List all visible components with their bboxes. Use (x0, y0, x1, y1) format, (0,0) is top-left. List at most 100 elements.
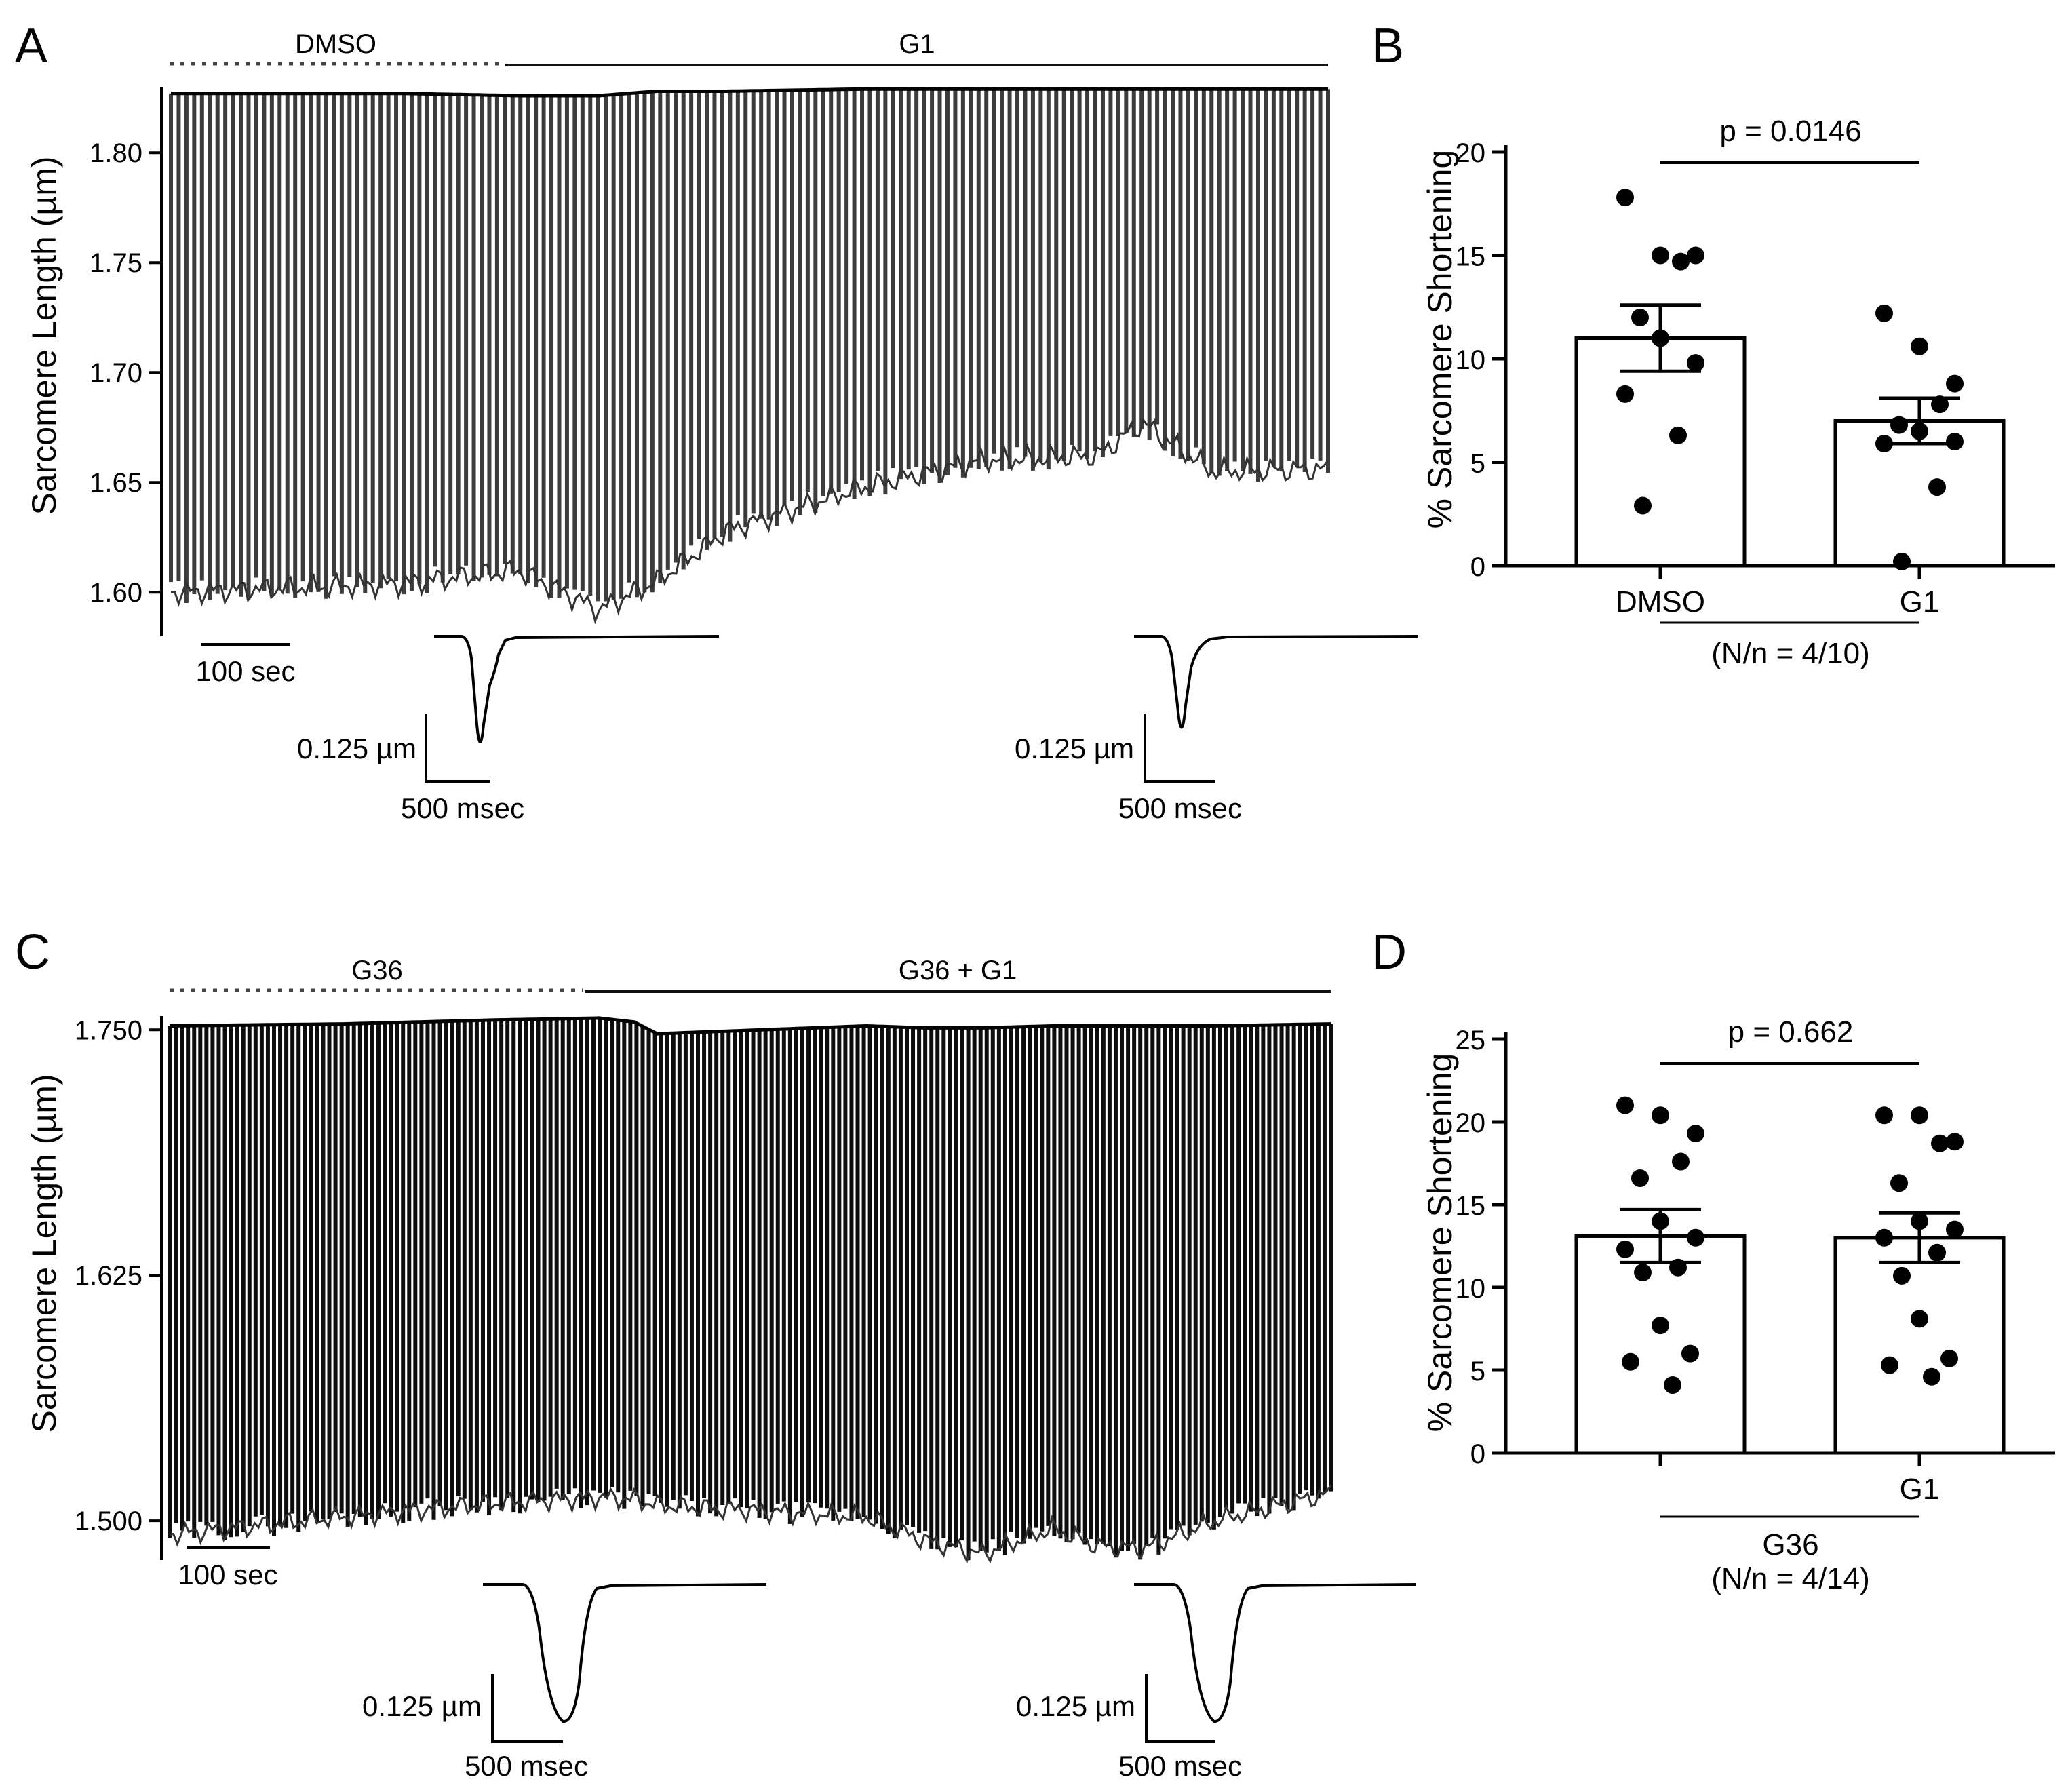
panel-a-time-scale-label: 100 sec (195, 655, 295, 687)
panel-a-inset-dmso-trace (434, 635, 720, 743)
data-point (1687, 354, 1704, 372)
data-point (1687, 1125, 1704, 1143)
x-category-label: G1 (1900, 1473, 1940, 1506)
data-point (1893, 552, 1911, 570)
data-point (1616, 385, 1634, 403)
y-tick-label: 1.80 (90, 138, 142, 168)
panel-c-y-axis-title: Sarcomere Length (µm) (25, 1074, 63, 1433)
y-tick-label: 15 (1456, 1191, 1486, 1221)
data-point (1931, 1134, 1949, 1152)
data-point (1687, 246, 1704, 265)
data-point (1911, 422, 1928, 440)
trace-systolic-envelope (169, 1485, 1332, 1564)
panel-a-g1-label: G1 (899, 29, 935, 59)
y-tick-label: 1.70 (90, 358, 142, 388)
bar (1574, 336, 1747, 568)
data-point (1616, 1240, 1634, 1258)
data-point (1911, 1106, 1928, 1125)
data-point (1911, 1212, 1928, 1230)
panel-c-inset-g36-trace (483, 1583, 767, 1723)
y-tick-label: 25 (1456, 1026, 1486, 1055)
data-point (1875, 1106, 1893, 1125)
x-category-label: DMSO (1616, 585, 1705, 619)
data-point (1881, 1356, 1898, 1374)
panel-a-inset-g1-trace (1134, 635, 1418, 729)
panel-a-trace (169, 87, 1330, 625)
panel-d-y-axis-title: % Sarcomere Shortening (1421, 1053, 1459, 1433)
panel-a-dmso-label: DMSO (295, 29, 376, 59)
data-point (1875, 304, 1893, 322)
trace-diastolic-envelope (169, 1016, 1331, 1036)
data-point (1681, 1344, 1699, 1363)
panel-c-inset-g36g1-trace (1134, 1583, 1417, 1723)
data-point (1911, 337, 1928, 355)
data-point (1616, 189, 1634, 207)
panel-d: D % Sarcomere Shortening 0 5 10 15 20 25 G1 p … (1371, 925, 2055, 1595)
y-tick-label: 1.75 (90, 248, 142, 278)
panel-c-inset-g36g1-scalebar (1145, 1674, 1215, 1743)
y-tick-label: 5 (1470, 449, 1485, 479)
data-point (1631, 309, 1649, 326)
data-point (1946, 433, 1964, 450)
data-point (1911, 1310, 1928, 1328)
panel-b-pvalue: p = 0.0146 (1719, 115, 1861, 148)
panel-d-pvalue: p = 0.662 (1728, 1015, 1854, 1049)
panel-a-inset-dmso-amplitude: 0.125 µm (297, 733, 416, 764)
panel-c-g36g1-label: G36 + G1 (899, 956, 1017, 986)
data-point (1946, 1133, 1964, 1151)
data-point (1669, 1258, 1687, 1277)
trace-systolic-envelope (170, 416, 1329, 625)
panel-b-y-axis-title: % Sarcomere Shortening (1421, 150, 1459, 529)
panel-c-inset-g36g1-time: 500 msec (1118, 1750, 1242, 1782)
panel-d-group-label: G36 (1762, 1528, 1818, 1561)
data-point (1622, 1352, 1639, 1371)
data-point (1946, 374, 1964, 393)
y-tick-label: 15 (1456, 242, 1486, 272)
panel-c-inset-g36g1-amplitude: 0.125 µm (1016, 1690, 1135, 1722)
panel-c-g36-label: G36 (351, 956, 403, 986)
panel-a-letter: A (15, 19, 47, 73)
y-tick-label: 1.750 (75, 1015, 142, 1045)
y-tick-label: 1.60 (90, 578, 142, 608)
data-point (1664, 1376, 1681, 1394)
panel-c: C G36 G36 + G1 Sarcomere Length (µm) 1.5… (15, 925, 1417, 1782)
panel-a-y-axis: 1.60 1.65 1.70 1.75 1.80 (90, 87, 163, 636)
y-tick-label: 1.500 (75, 1506, 142, 1536)
y-tick-label: 10 (1456, 1274, 1486, 1304)
data-point (1890, 416, 1908, 434)
panel-c-trace (168, 1016, 1333, 1564)
data-point (1652, 1212, 1669, 1230)
x-category-label: G1 (1900, 585, 1940, 619)
data-point (1672, 1152, 1690, 1171)
data-point (1652, 1106, 1669, 1125)
data-point (1875, 435, 1893, 453)
data-point (1946, 1220, 1964, 1239)
data-point (1652, 1317, 1669, 1335)
panel-c-inset-g36-amplitude: 0.125 µm (362, 1690, 482, 1722)
data-point (1687, 1228, 1704, 1247)
data-point (1875, 1228, 1893, 1247)
y-tick-label: 20 (1456, 1108, 1486, 1138)
panel-b-letter: B (1371, 19, 1404, 73)
data-point (1616, 1096, 1634, 1114)
y-tick-label: 1.625 (75, 1261, 142, 1291)
panel-c-letter: C (15, 925, 50, 979)
data-point (1652, 329, 1669, 347)
data-point (1634, 1264, 1652, 1282)
panel-b-plot: 0 5 10 15 20 DMSO G1 (1456, 138, 2055, 619)
trace-diastolic-envelope (171, 87, 1328, 98)
y-tick-label: 5 (1470, 1357, 1485, 1386)
data-point (1928, 478, 1946, 496)
panel-a-inset-dmso-scalebar (425, 714, 490, 783)
panel-c-y-axis: 1.500 1.625 1.750 (75, 1015, 163, 1560)
data-point (1940, 1349, 1958, 1367)
panel-c-inset-g36-time: 500 msec (465, 1750, 588, 1782)
panel-c-time-scale-label: 100 sec (178, 1559, 277, 1591)
panel-d-plot: 0 5 10 15 20 25 G1 (1456, 1026, 2055, 1506)
data-point (1931, 395, 1949, 414)
y-tick-label: 10 (1456, 345, 1486, 375)
panel-a-y-axis-title: Sarcomere Length (µm) (25, 156, 63, 515)
data-point (1893, 1266, 1911, 1285)
